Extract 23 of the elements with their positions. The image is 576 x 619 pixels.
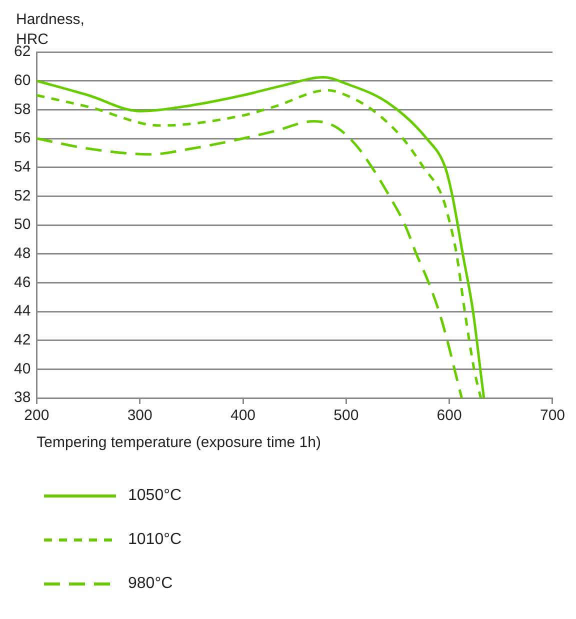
y-tick-label: 62 bbox=[14, 43, 31, 60]
x-axis-title: Tempering temperature (exposure time 1h) bbox=[36, 434, 321, 452]
y-tick-label: 58 bbox=[14, 100, 31, 118]
y-tick-label: 54 bbox=[14, 158, 31, 176]
legend-label: 1050°C bbox=[128, 487, 182, 505]
legend-label: 980°C bbox=[128, 575, 173, 593]
y-tick-label: 40 bbox=[14, 360, 31, 378]
x-tick-label: 400 bbox=[230, 407, 256, 424]
x-tick-label: 600 bbox=[436, 407, 462, 424]
y-tick-label: 38 bbox=[14, 389, 31, 406]
legend-label: 1010°C bbox=[128, 531, 182, 549]
x-tick-label: 700 bbox=[540, 407, 565, 424]
x-tick-label: 300 bbox=[127, 407, 152, 424]
y-tick-label: 46 bbox=[14, 274, 31, 291]
y-tick-label: 60 bbox=[14, 72, 31, 89]
y-tick-label: 42 bbox=[14, 331, 31, 348]
x-tick-label: 500 bbox=[334, 407, 359, 424]
y-tick-label: 44 bbox=[14, 302, 31, 320]
x-tick-label: 200 bbox=[24, 407, 50, 424]
y-tick-label: 50 bbox=[14, 216, 31, 234]
y-tick-label: 56 bbox=[14, 130, 31, 147]
y-tick-label: 48 bbox=[14, 244, 31, 262]
y-tick-label: 52 bbox=[14, 187, 31, 204]
